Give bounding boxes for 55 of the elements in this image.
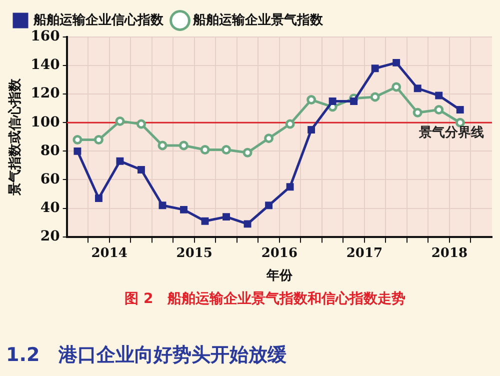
point <box>94 194 102 202</box>
point <box>72 135 82 145</box>
point <box>158 140 168 150</box>
x-tick-label: 2018 <box>431 246 468 261</box>
point <box>115 116 125 126</box>
y-tick-label: 160 <box>30 28 60 45</box>
point <box>201 217 209 225</box>
y-tick-label: 120 <box>30 86 60 102</box>
caption: 图 2 船舶运输企业景气指数和信心指数走势 <box>124 290 406 308</box>
point <box>94 135 104 145</box>
point <box>371 64 379 72</box>
legend-label: 船舶运输企业信心指数 <box>32 12 164 28</box>
x-tick-label: 2014 <box>91 246 128 261</box>
point <box>158 202 166 210</box>
point <box>242 148 252 158</box>
point <box>116 157 124 165</box>
point <box>392 82 402 92</box>
point <box>264 134 274 144</box>
y-tick-label: 40 <box>40 200 60 216</box>
point <box>285 119 295 129</box>
y-tick-label: 20 <box>40 228 60 244</box>
x-tick-label: 2016 <box>261 246 298 261</box>
point <box>328 97 336 105</box>
x-tick-label: 2017 <box>346 246 383 261</box>
y-tick-label: 80 <box>40 142 60 159</box>
point <box>286 183 294 191</box>
point <box>180 206 188 214</box>
y-axis-title: 景气指数或信心指数 <box>7 77 24 196</box>
legend-label: 船舶运输企业景气指数 <box>192 12 324 28</box>
point <box>265 202 273 210</box>
point <box>222 144 232 154</box>
point <box>435 92 443 100</box>
point <box>434 105 444 115</box>
point <box>414 84 422 92</box>
point <box>370 92 380 102</box>
point <box>412 108 422 118</box>
point <box>200 144 210 154</box>
point <box>138 166 145 174</box>
ref-line-label: 景气分界线 <box>418 126 484 141</box>
y-tick-label: 140 <box>30 57 60 74</box>
point <box>308 126 316 134</box>
point <box>244 220 252 228</box>
y-tick-label: 100 <box>30 114 60 130</box>
y-tick-label: 60 <box>40 171 60 188</box>
x-axis-title: 年份 <box>265 268 294 284</box>
text: 1.2 港口企业向好势头开始放缓 <box>6 343 288 368</box>
point <box>350 97 358 105</box>
point <box>74 147 82 155</box>
point <box>456 106 464 114</box>
point <box>178 140 188 150</box>
x-tick-label: 2015 <box>176 246 212 261</box>
point <box>136 119 146 129</box>
point <box>222 213 230 221</box>
point <box>306 95 316 105</box>
point <box>392 58 400 66</box>
